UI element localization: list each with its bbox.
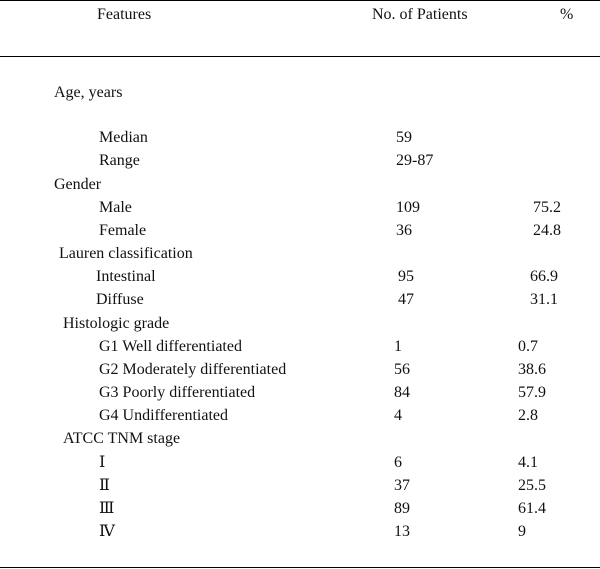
table-row: ATCC TNM stage <box>0 428 600 450</box>
table-row: Ⅰ 6 4.1 <box>0 452 600 474</box>
header-features: Features <box>97 6 152 23</box>
percent-value: 31.1 <box>530 291 558 308</box>
patients-count: 84 <box>394 384 410 401</box>
percent-value: 38.6 <box>518 361 546 378</box>
row-label: Male <box>99 199 132 216</box>
patients-count: 1 <box>394 338 402 355</box>
row-label: Ⅲ <box>99 500 115 517</box>
row-label: G1 Well differentiated <box>99 338 242 355</box>
table-row: Gender <box>0 174 600 196</box>
table-row: Ⅲ 89 61.4 <box>0 498 600 520</box>
table-row: Ⅱ 37 25.5 <box>0 475 600 497</box>
row-label: Diffuse <box>96 291 144 308</box>
patients-count: 59 <box>396 129 412 146</box>
patients-count: 95 <box>398 268 414 285</box>
percent-value: 9 <box>518 523 526 540</box>
row-label: Ⅰ <box>99 454 106 471</box>
percent-value: 75.2 <box>533 199 561 216</box>
percent-value: 4.1 <box>518 454 538 471</box>
percent-value: 57.9 <box>518 384 546 401</box>
row-label: Age, years <box>54 84 123 101</box>
table-row: Age, years <box>0 82 600 104</box>
percent-value: 61.4 <box>518 500 546 517</box>
row-label: Range <box>99 152 140 169</box>
table-row: Range 29-87 <box>0 150 600 172</box>
patients-count: 56 <box>394 361 410 378</box>
row-label: Ⅱ <box>99 477 110 494</box>
percent-value: 24.8 <box>533 222 561 239</box>
table-row: G1 Well differentiated 1 0.7 <box>0 336 600 358</box>
percent-value: 66.9 <box>530 268 558 285</box>
table-row: G2 Moderately differentiated 56 38.6 <box>0 359 600 381</box>
percent-value: 2.8 <box>518 407 538 424</box>
table-row: G4 Undifferentiated 4 2.8 <box>0 405 600 427</box>
row-label: Female <box>99 222 147 239</box>
patients-count: 89 <box>394 500 410 517</box>
patients-count: 36 <box>396 222 412 239</box>
patients-count: 29-87 <box>396 152 434 169</box>
table-bottom-rule <box>0 567 600 568</box>
row-label: G2 Moderately differentiated <box>99 361 287 378</box>
table-row: G3 Poorly differentiated 84 57.9 <box>0 382 600 404</box>
table-row: Histologic grade <box>0 313 600 335</box>
patients-count: 6 <box>394 454 402 471</box>
table-row: Median 59 <box>0 127 600 149</box>
patients-count: 47 <box>398 291 414 308</box>
row-label: ATCC TNM stage <box>63 430 181 447</box>
percent-value: 25.5 <box>518 477 546 494</box>
patients-count: 109 <box>396 199 420 216</box>
percent-value: 0.7 <box>518 338 538 355</box>
table-row: Diffuse 47 31.1 <box>0 289 600 311</box>
table-header-rule <box>0 56 600 57</box>
row-label: Histologic grade <box>63 315 170 332</box>
table-row: Female 36 24.8 <box>0 220 600 242</box>
row-label: Ⅳ <box>99 523 115 540</box>
table-row: Intestinal 95 66.9 <box>0 266 600 288</box>
header-no-of-patients: No. of Patients <box>372 6 468 23</box>
table-top-rule <box>0 0 600 1</box>
row-label: Median <box>99 129 148 146</box>
table-row: Lauren classification <box>0 243 600 265</box>
patients-count: 13 <box>394 523 410 540</box>
patients-count: 4 <box>394 407 402 424</box>
row-label: Lauren classification <box>59 245 193 262</box>
row-label: Gender <box>54 176 102 193</box>
table-row: Ⅳ 13 9 <box>0 521 600 543</box>
row-label: G3 Poorly differentiated <box>99 384 256 401</box>
row-label: Intestinal <box>96 268 156 285</box>
patients-count: 37 <box>394 477 410 494</box>
row-label: G4 Undifferentiated <box>99 407 228 424</box>
header-percent: % <box>560 6 574 23</box>
table-row: Male 109 75.2 <box>0 197 600 219</box>
